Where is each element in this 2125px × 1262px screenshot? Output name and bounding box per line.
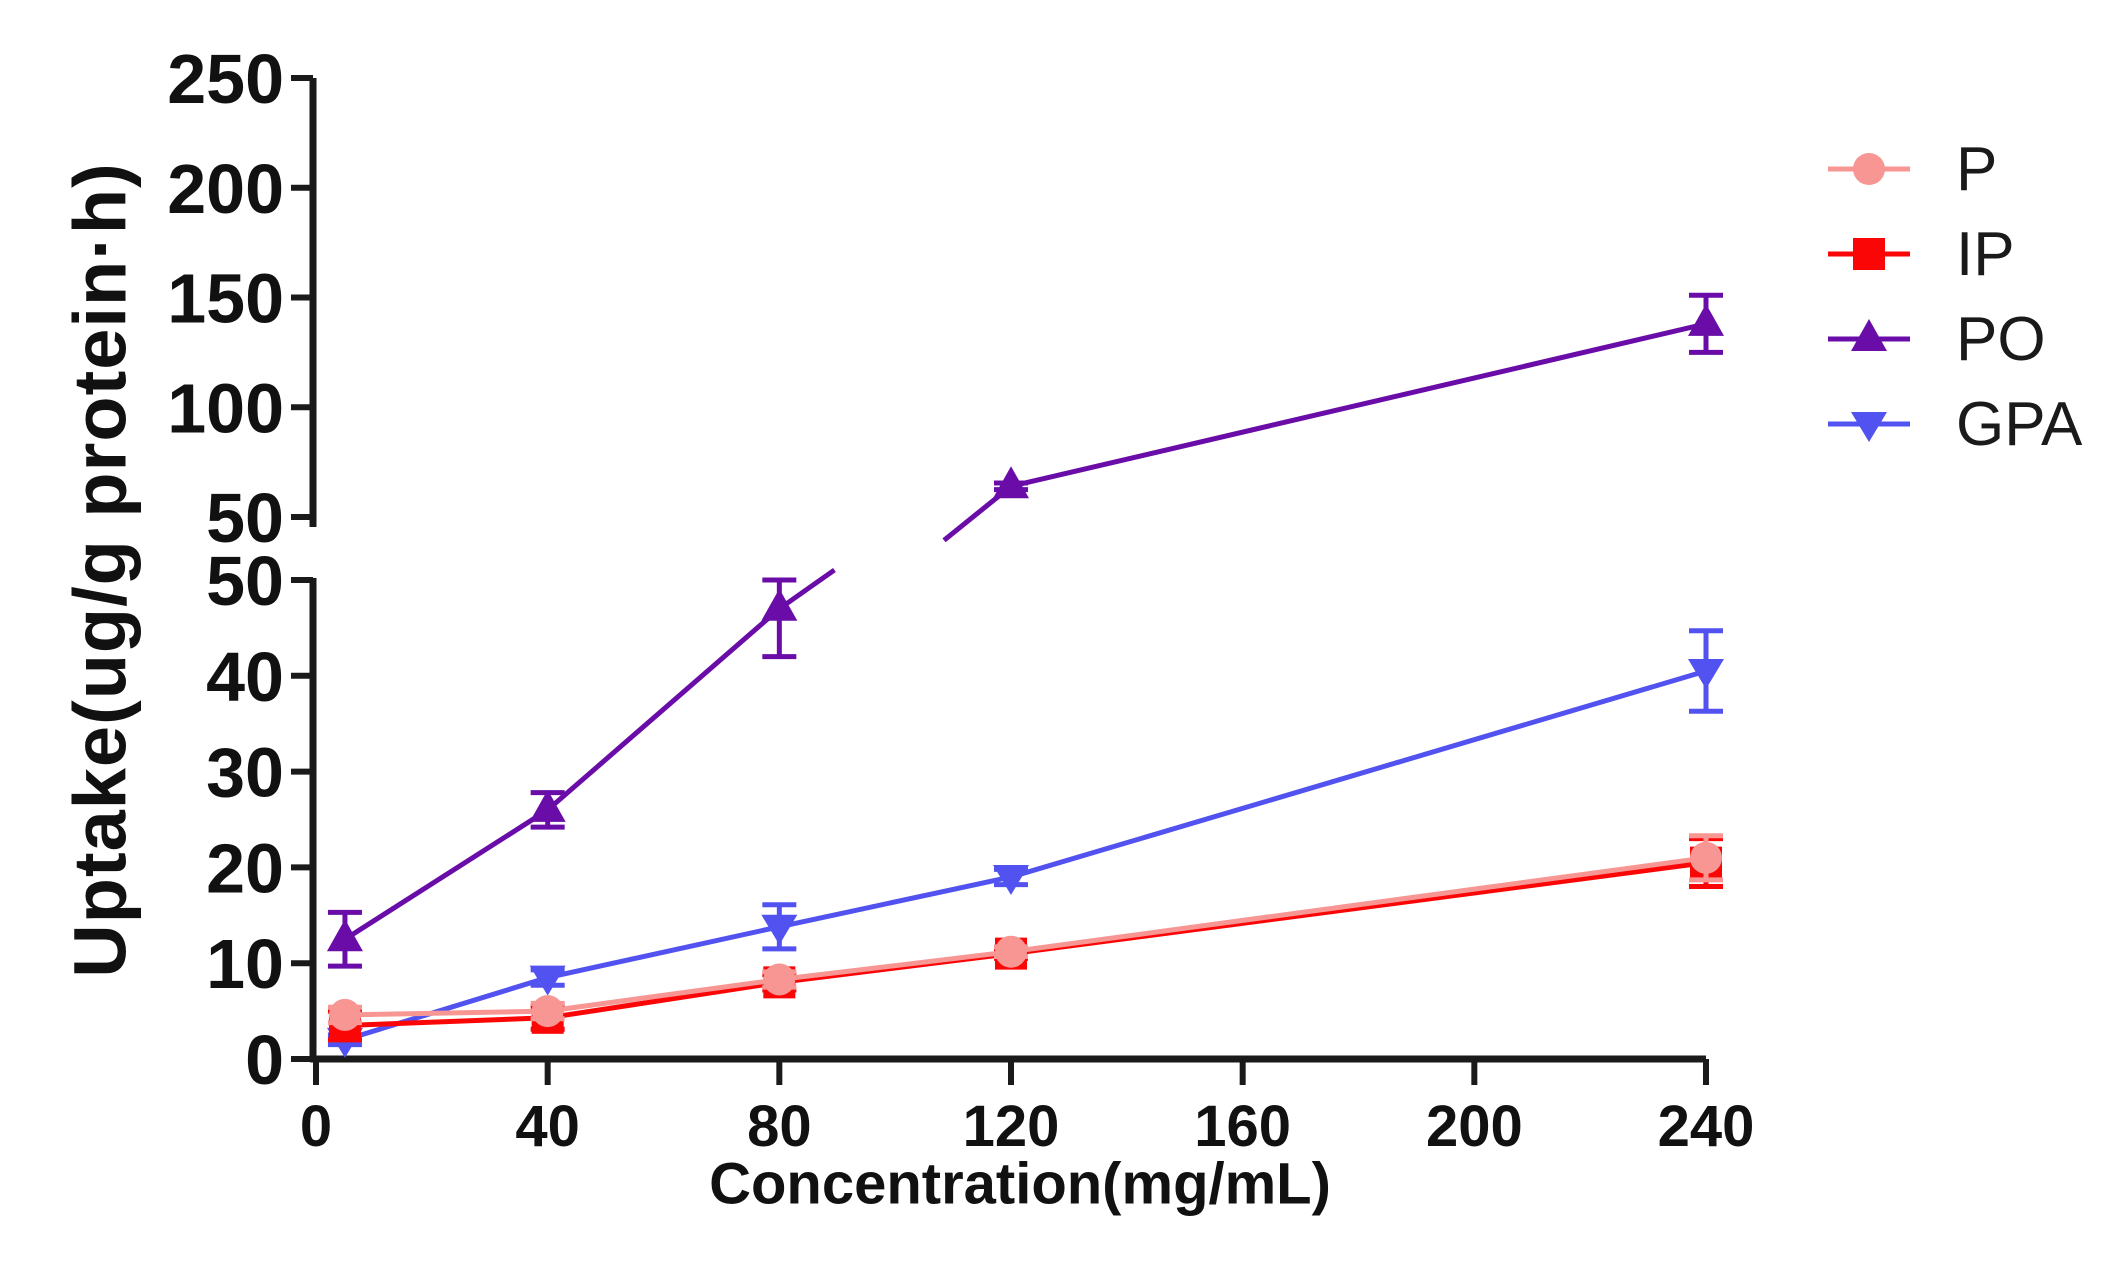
- series-PO: [326, 292, 1724, 969]
- legend-item-ip: IP: [1828, 220, 2082, 289]
- marker-PO: [993, 466, 1029, 499]
- series-line: [1010, 855, 1707, 955]
- y-tick-label: 100: [167, 369, 284, 447]
- y-tick-label: 40: [206, 638, 284, 716]
- series-line: [777, 567, 836, 611]
- series-line: [1010, 321, 1707, 489]
- marker-P: [995, 935, 1027, 968]
- series-line: [547, 979, 780, 1021]
- legend-item-po: PO: [1828, 305, 2082, 374]
- marker-PO: [761, 588, 798, 621]
- x-tick-label: 160: [1194, 1094, 1291, 1159]
- legend-label: GPA: [1956, 389, 2083, 459]
- series-line: [547, 977, 780, 1014]
- marker-GPA: [1688, 659, 1724, 690]
- y-tick-label: 0: [245, 1021, 284, 1099]
- x-axis-title: Concentration(mg/mL): [709, 1151, 1331, 1217]
- x-tick-label: 200: [1426, 1094, 1523, 1159]
- x-tick-label: 120: [963, 1094, 1060, 1159]
- marker-P: [763, 963, 796, 996]
- square-marker-icon: [1828, 238, 1910, 270]
- series-line: [344, 1015, 548, 1028]
- series-line: [546, 606, 781, 812]
- marker-GPA: [993, 864, 1029, 895]
- series-GPA: [326, 628, 1724, 1058]
- series-line: [1010, 668, 1707, 880]
- marker-PO: [1688, 303, 1724, 336]
- series-P: [327, 833, 1723, 1031]
- marker-PO: [529, 789, 566, 822]
- y-tick-label: 50: [206, 542, 284, 620]
- legend-marker-glyph: [1853, 238, 1885, 270]
- y-tick-label: 150: [167, 260, 284, 338]
- y-tick-label: 200: [167, 150, 284, 228]
- triangle-up-marker-icon: [1828, 319, 1910, 351]
- legend: P IP PO GPA: [1828, 135, 2082, 459]
- marker-GPA: [761, 914, 798, 945]
- y-axis-title: Uptake(ug/g protein·h): [58, 162, 142, 978]
- series-line: [778, 874, 1012, 930]
- legend-item-gpa: GPA: [1828, 390, 2082, 459]
- y-tick-label: 250: [167, 40, 284, 118]
- circle-marker-icon: [1828, 153, 1910, 185]
- x-tick-label: 40: [515, 1094, 580, 1159]
- legend-label: PO: [1956, 304, 2046, 374]
- legend-marker-glyph: [1851, 319, 1887, 351]
- legend-marker-glyph: [1853, 153, 1885, 185]
- y-tick-label: 10: [206, 925, 284, 1003]
- x-tick-label: 240: [1658, 1094, 1755, 1159]
- marker-GPA: [529, 965, 566, 996]
- legend-label: P: [1956, 134, 1998, 204]
- series-line: [344, 975, 549, 1043]
- y-tick-label: 20: [206, 829, 284, 907]
- legend-item-p: P: [1828, 135, 2082, 204]
- marker-PO: [326, 919, 363, 952]
- x-tick-label: 0: [300, 1094, 332, 1159]
- y-tick-label: 50: [206, 479, 284, 557]
- series-line: [344, 1008, 548, 1018]
- y-tick-label: 30: [206, 734, 284, 812]
- series-line: [779, 949, 1012, 982]
- legend-label: IP: [1956, 219, 2015, 289]
- marker-P: [531, 995, 564, 1028]
- marker-P: [1690, 841, 1722, 874]
- legend-marker-glyph: [1851, 412, 1887, 442]
- series-line: [547, 924, 780, 981]
- triangle-down-marker-icon: [1828, 412, 1910, 442]
- marker-P: [328, 998, 361, 1031]
- x-tick-label: 80: [747, 1094, 812, 1159]
- series-line: [343, 807, 550, 942]
